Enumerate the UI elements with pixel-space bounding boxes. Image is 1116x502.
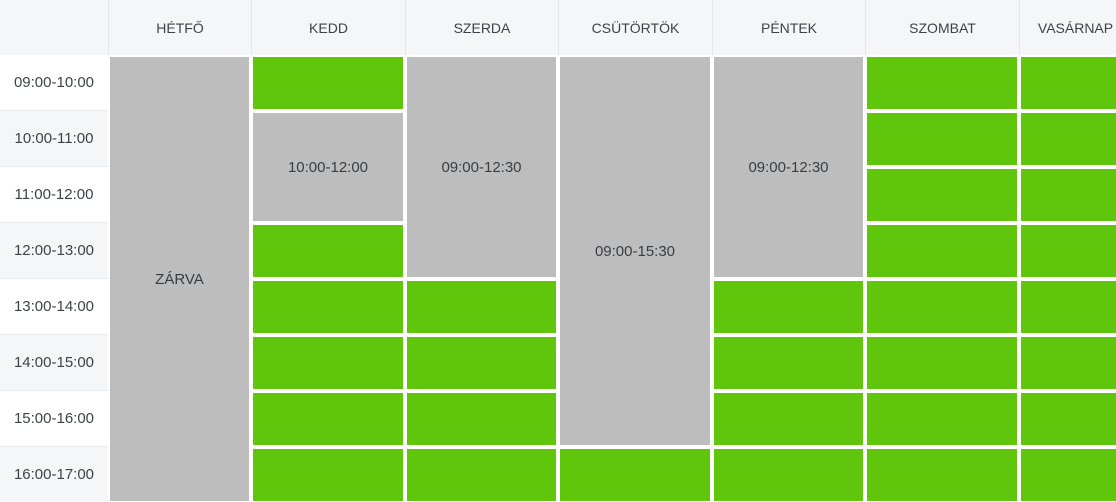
open-slot[interactable] <box>714 393 863 445</box>
open-slot[interactable] <box>407 449 556 501</box>
time-slot-label: 09:00-10:00 <box>0 55 108 111</box>
time-slot-label: 15:00-16:00 <box>0 391 108 447</box>
time-slot-label: 11:00-12:00 <box>0 167 108 223</box>
open-slot[interactable] <box>407 281 556 333</box>
time-slot-label: 14:00-15:00 <box>0 335 108 391</box>
open-slot[interactable] <box>867 169 1017 221</box>
header-corner-cell <box>0 0 108 55</box>
open-slot[interactable] <box>867 337 1017 389</box>
open-slot[interactable] <box>1021 449 1116 501</box>
open-slot[interactable] <box>253 57 403 109</box>
open-slot[interactable] <box>714 281 863 333</box>
day-header-3: SZERDA <box>405 0 558 55</box>
closed-block: 09:00-12:30 <box>407 57 556 277</box>
open-slot[interactable] <box>867 57 1017 109</box>
open-slot[interactable] <box>253 225 403 277</box>
closed-block: 09:00-15:30 <box>560 57 710 445</box>
open-slot[interactable] <box>867 393 1017 445</box>
day-header-2: KEDD <box>251 0 405 55</box>
time-slot-label: 10:00-11:00 <box>0 111 108 167</box>
closed-block: 09:00-12:30 <box>714 57 863 277</box>
open-slot[interactable] <box>407 393 556 445</box>
open-slot[interactable] <box>867 281 1017 333</box>
day-header-5: PÉNTEK <box>712 0 865 55</box>
open-slot[interactable] <box>867 225 1017 277</box>
open-slot[interactable] <box>1021 393 1116 445</box>
open-slot[interactable] <box>560 449 710 501</box>
open-slot[interactable] <box>1021 57 1116 109</box>
open-slot[interactable] <box>714 449 863 501</box>
open-slot[interactable] <box>1021 281 1116 333</box>
open-slot[interactable] <box>1021 337 1116 389</box>
time-slot-label: 16:00-17:00 <box>0 447 108 502</box>
day-header-4: CSÜTÖRTÖK <box>558 0 712 55</box>
open-slot[interactable] <box>1021 113 1116 165</box>
time-slot-label: 12:00-13:00 <box>0 223 108 279</box>
open-slot[interactable] <box>253 449 403 501</box>
closed-block: ZÁRVA <box>110 57 249 501</box>
open-slot[interactable] <box>253 393 403 445</box>
day-header-7: VASÁRNAP <box>1019 0 1116 55</box>
open-slot[interactable] <box>1021 169 1116 221</box>
day-header-6: SZOMBAT <box>865 0 1019 55</box>
closed-block: 10:00-12:00 <box>253 113 403 221</box>
open-slot[interactable] <box>867 449 1017 501</box>
time-slot-label: 13:00-14:00 <box>0 279 108 335</box>
open-slot[interactable] <box>253 337 403 389</box>
open-slot[interactable] <box>714 337 863 389</box>
open-slot[interactable] <box>1021 225 1116 277</box>
open-slot[interactable] <box>407 337 556 389</box>
open-slot[interactable] <box>867 113 1017 165</box>
day-header-1: HÉTFŐ <box>108 0 251 55</box>
open-slot[interactable] <box>253 281 403 333</box>
